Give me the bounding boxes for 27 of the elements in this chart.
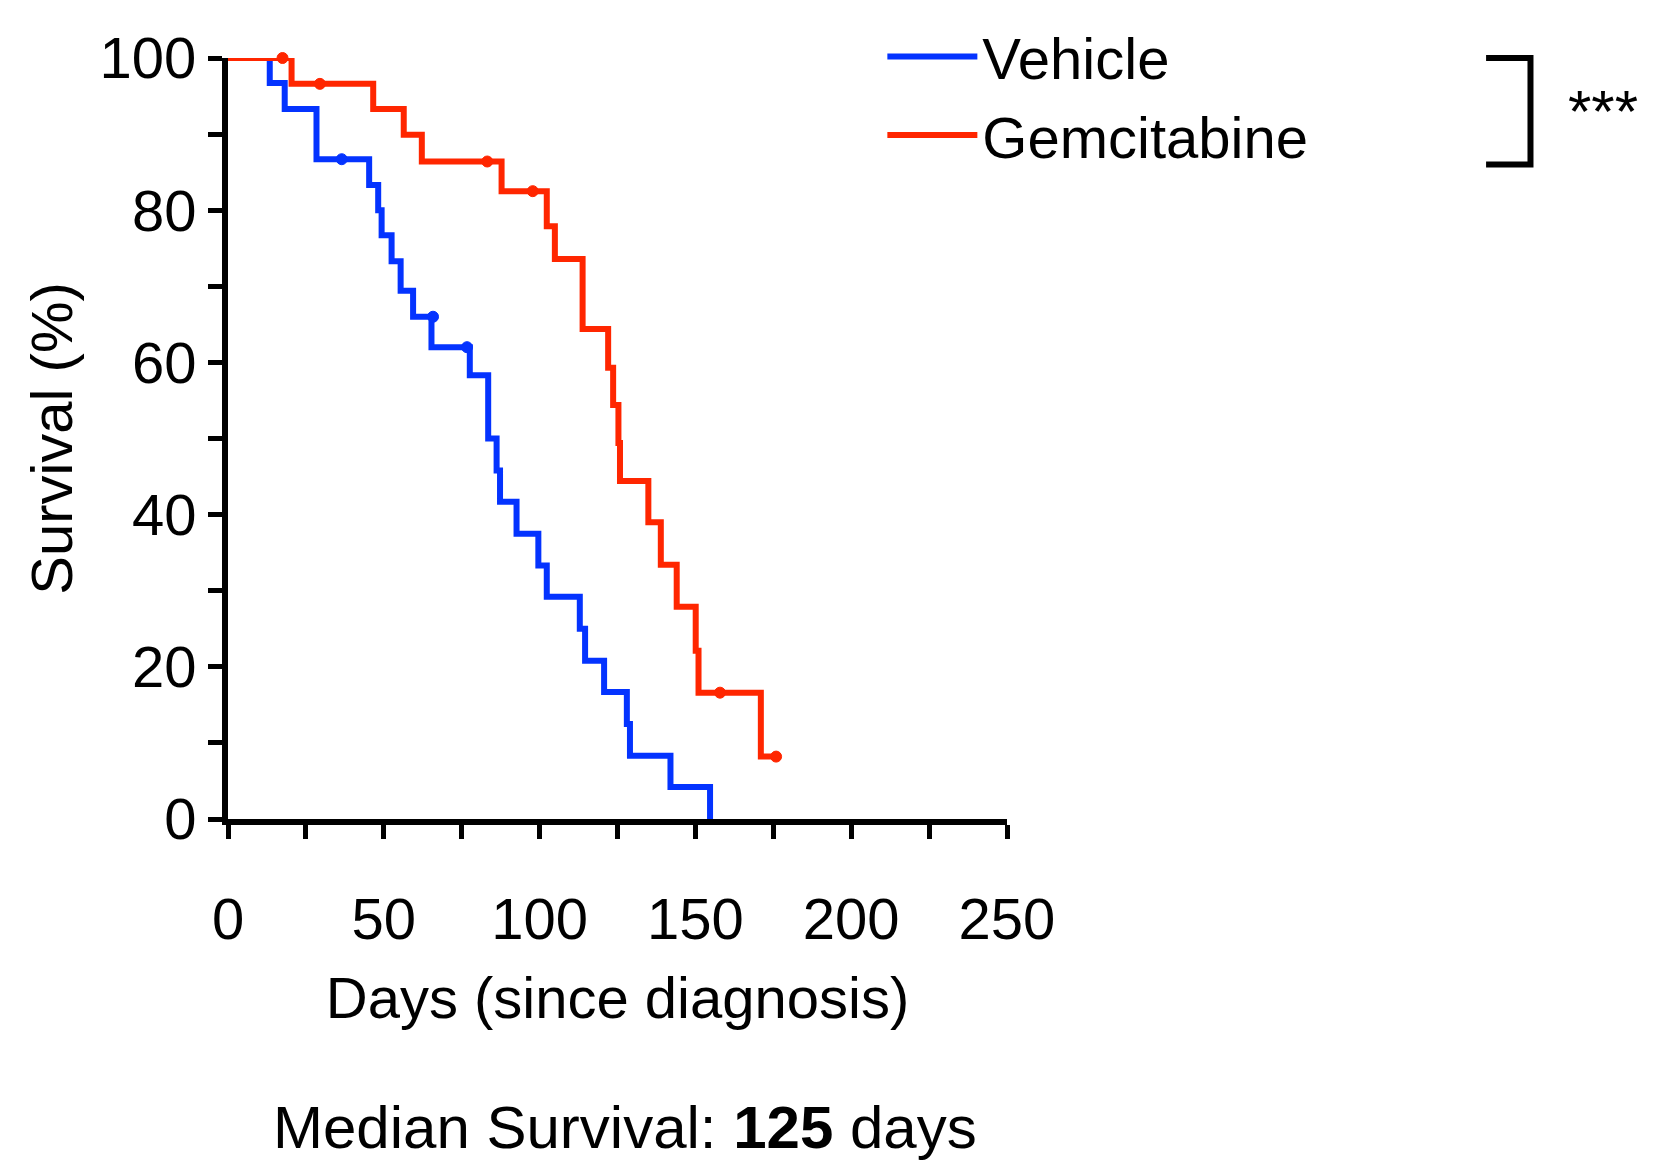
x-tick-label: 150 bbox=[647, 885, 744, 951]
text: *** bbox=[1568, 78, 1639, 145]
x-axis-title: Days (since diagnosis) bbox=[325, 965, 910, 1031]
y-tick-label: 0 bbox=[164, 786, 197, 852]
y-axis-title: Survival (%) bbox=[19, 282, 85, 595]
y-tick-label: 80 bbox=[131, 177, 197, 243]
x-tick-label: 100 bbox=[491, 885, 588, 951]
point bbox=[461, 341, 473, 354]
x-tick-label: 250 bbox=[958, 885, 1056, 951]
point bbox=[335, 153, 348, 166]
point bbox=[714, 686, 727, 699]
point bbox=[313, 77, 326, 90]
point bbox=[427, 310, 440, 323]
point bbox=[526, 185, 539, 198]
point bbox=[276, 52, 289, 64]
x-tick-label: 200 bbox=[802, 885, 900, 951]
y-tick-label: 40 bbox=[131, 481, 197, 547]
x-tick-label: 0 bbox=[211, 885, 245, 951]
y-tick-label: 20 bbox=[131, 634, 197, 700]
point bbox=[770, 750, 783, 763]
point bbox=[481, 155, 494, 168]
legend-label: Gemcitabine bbox=[982, 104, 1308, 170]
y-tick-label: 60 bbox=[131, 329, 197, 395]
legend-label: Vehicle bbox=[982, 26, 1170, 92]
text: Median Survival: 125 days bbox=[273, 1094, 977, 1161]
y-tick-label: 100 bbox=[99, 25, 197, 91]
x-tick-label: 50 bbox=[351, 885, 417, 951]
